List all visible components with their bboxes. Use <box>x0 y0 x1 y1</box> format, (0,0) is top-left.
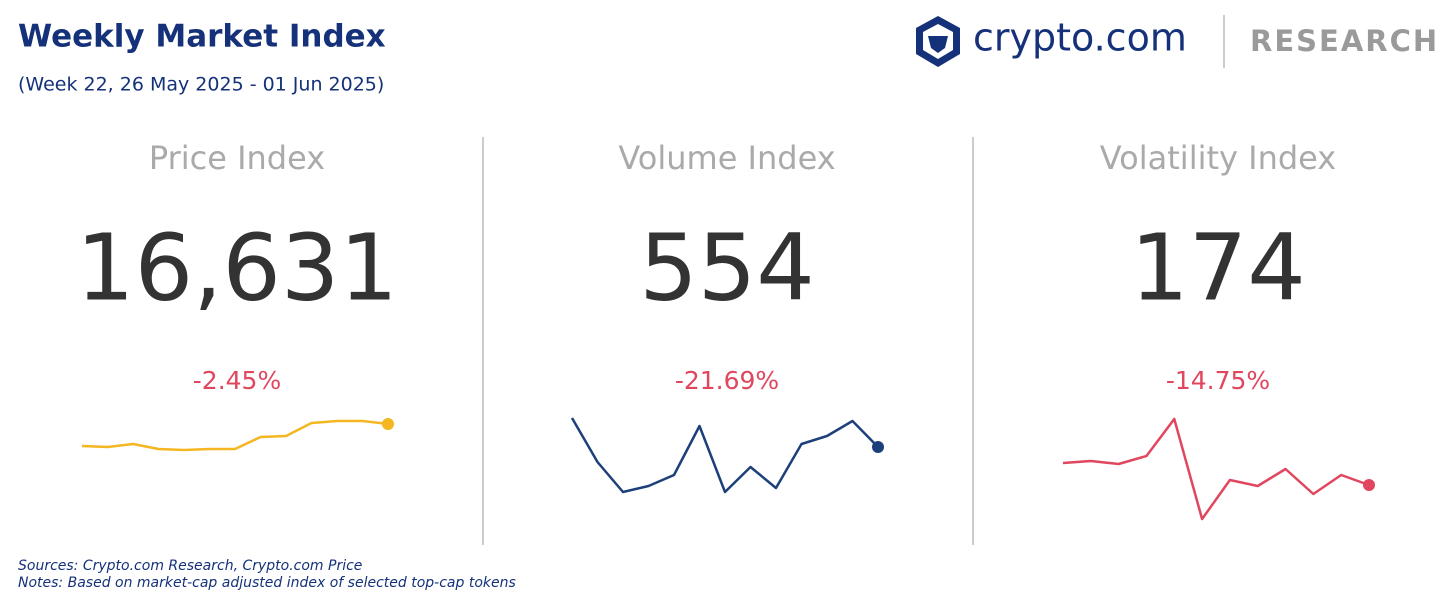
subtitle: (Week 22, 26 May 2025 - 01 Jun 2025) <box>18 74 384 96</box>
sources: Sources: Crypto.com Research, Crypto.com… <box>18 558 362 574</box>
title: Weekly Market Index <box>18 19 386 55</box>
last-point <box>872 441 884 453</box>
headline-value: 554 <box>639 214 815 321</box>
last-point <box>382 418 394 430</box>
brand-section: RESEARCH <box>1250 24 1439 58</box>
change: -14.75% <box>1166 366 1270 395</box>
change: -21.69% <box>675 366 779 395</box>
last-point <box>1363 479 1375 491</box>
change: -2.45% <box>193 366 281 395</box>
brand: crypto.com <box>973 16 1187 60</box>
sparkline <box>570 417 879 494</box>
notes: Notes: Based on market-cap adjusted inde… <box>18 575 516 591</box>
logo-icon <box>916 16 960 67</box>
headline-value: 174 <box>1130 214 1306 321</box>
panel-title: Price Index <box>149 139 325 177</box>
panel-title: Volatility Index <box>1100 139 1336 177</box>
panel-title: Volume Index <box>618 139 835 177</box>
headline-value: 16,631 <box>76 214 398 321</box>
sparkline <box>81 419 389 452</box>
sparkline <box>1062 417 1370 521</box>
